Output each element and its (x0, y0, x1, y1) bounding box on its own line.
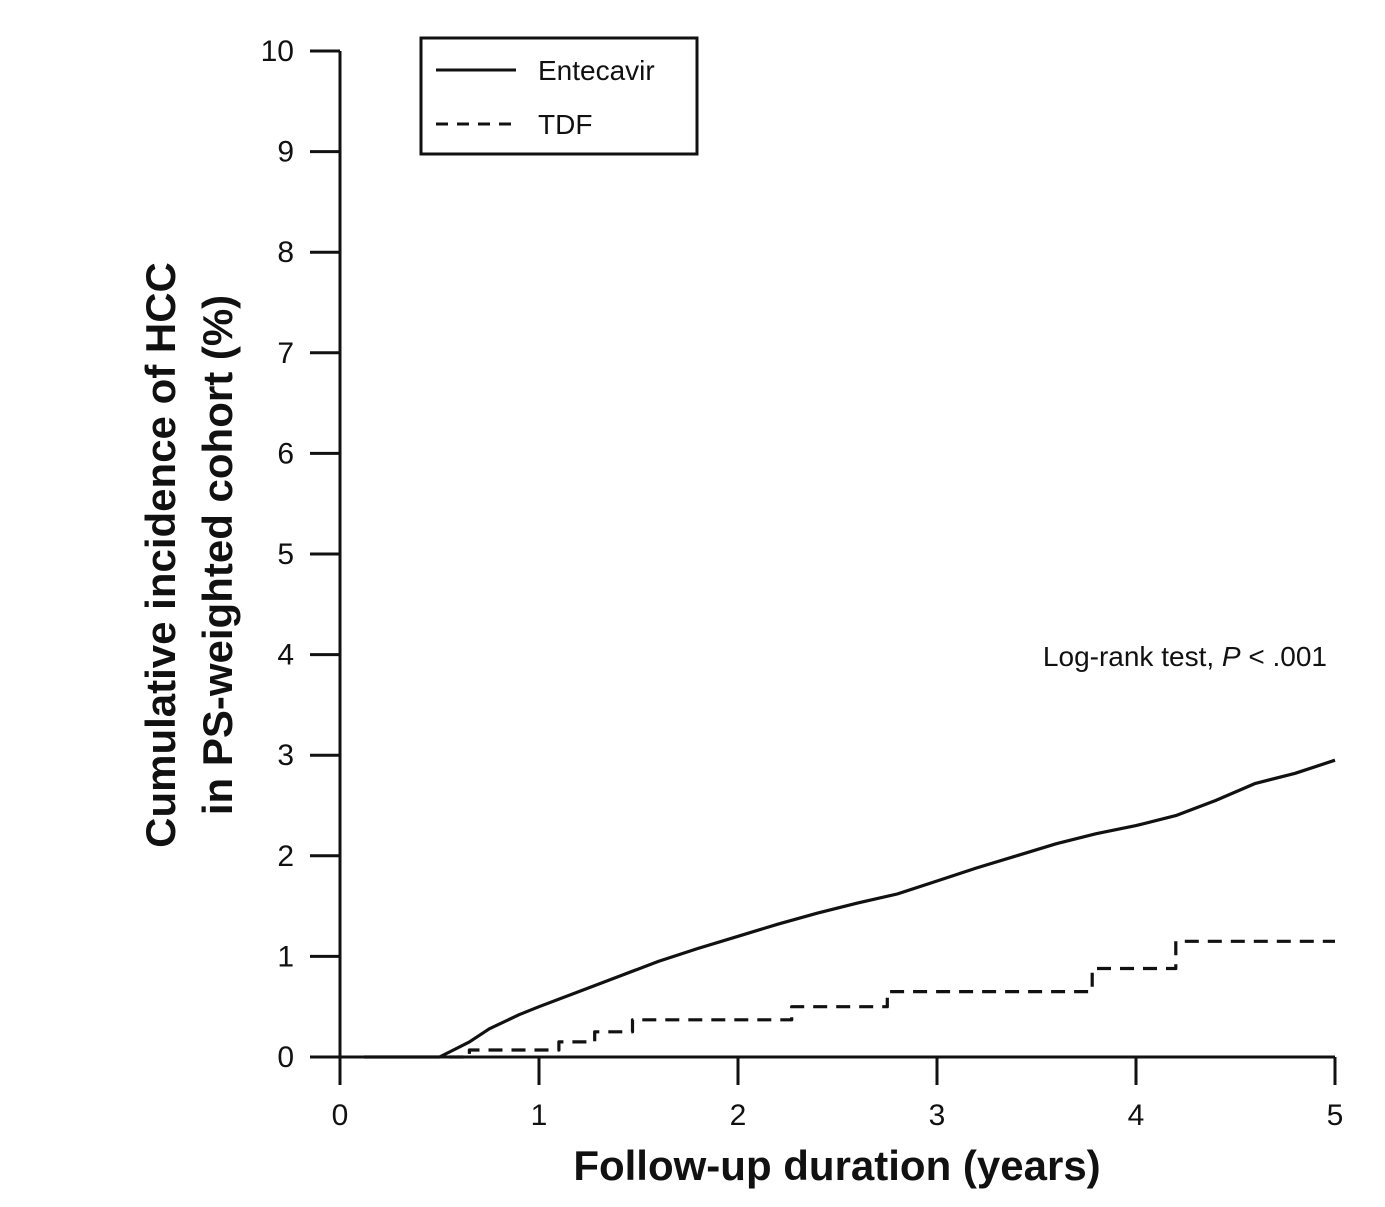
y-tick-label: 7 (277, 337, 294, 370)
logrank-annotation: Log-rank test, P < .001 (1043, 641, 1327, 672)
series-line-entecavir (363, 758, 1336, 1059)
x-axis-title: Follow-up duration (years) (573, 1142, 1100, 1189)
legend-label-entecavir: Entecavir (538, 55, 655, 86)
y-tick-label: 10 (261, 35, 294, 68)
x-tick-label: 1 (531, 1099, 548, 1132)
x-tick-label: 2 (730, 1099, 747, 1132)
x-tick-label: 3 (929, 1099, 946, 1132)
y-tick-label: 9 (277, 136, 294, 169)
series-line-tdf (449, 939, 1335, 1059)
x-tick-label: 0 (332, 1099, 349, 1132)
x-tick-label: 5 (1327, 1099, 1344, 1132)
y-tick-label: 5 (277, 538, 294, 571)
logrank-suffix: < .001 (1241, 641, 1327, 672)
series-lines (363, 758, 1336, 1059)
legend-label-tdf: TDF (538, 109, 592, 140)
logrank-p-symbol: P (1222, 641, 1241, 672)
x-tick-label: 4 (1128, 1099, 1145, 1132)
legend-box (419, 36, 699, 156)
y-tick-label: 2 (277, 840, 294, 873)
y-tick-label: 3 (277, 739, 294, 772)
y-tick-label: 0 (277, 1041, 294, 1074)
logrank-prefix: Log-rank test, (1043, 641, 1222, 672)
axes (338, 51, 1335, 1059)
y-tick-label: 4 (277, 639, 294, 672)
y-tick-label: 1 (277, 940, 294, 973)
y-tick-label: 6 (277, 437, 294, 470)
y-axis-title: Cumulative incidence of HCC in PS-weight… (137, 262, 241, 848)
y-tick-label: 8 (277, 236, 294, 269)
y-axis-title-line2: in PS-weighted cohort (%) (194, 295, 241, 815)
legend: Entecavir TDF (419, 36, 699, 156)
y-axis-title-line1: Cumulative incidence of HCC (137, 262, 184, 848)
axis-ticks: 0 1 2 3 4 5 6 7 8 9 10 0 1 2 3 4 5 (261, 35, 1344, 1132)
